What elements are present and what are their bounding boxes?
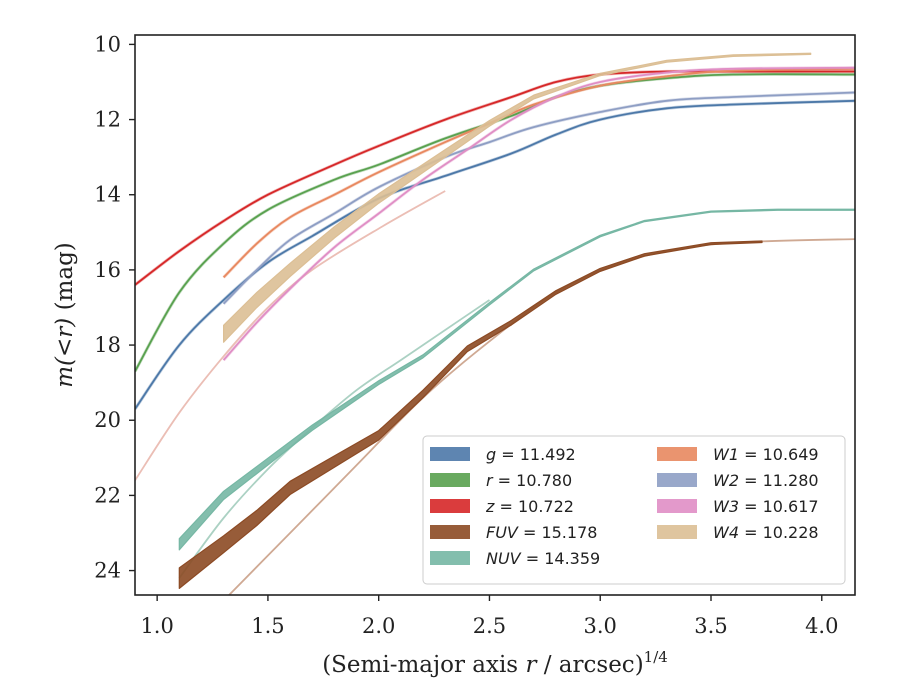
legend-box	[422, 435, 846, 585]
y-axis-label: m(<r) (mag)	[52, 242, 78, 388]
x-axis: 1.0 1.5 2.0 2.5 3.0 3.5 4.0	[140, 595, 838, 638]
plot-frame	[134, 34, 856, 596]
legend-swatch-w3	[657, 499, 697, 513]
series-line-g	[135, 99, 855, 410]
y-tick-label: 24	[94, 559, 121, 583]
series-line-r	[135, 73, 855, 372]
x-tick-label: 4.0	[805, 614, 838, 638]
x-tick-label: 2.0	[362, 614, 395, 638]
x-axis-label-main: (Semi-major axis	[322, 652, 525, 678]
legend: g = 11.492 r = 10.780 z = 10.722 FUV = 15.1…	[422, 435, 846, 585]
legend-label-nuv: NUV = 14.359	[486, 549, 600, 568]
legend-label-g: g = 11.492	[486, 445, 576, 464]
y-axis-label-unit: (mag)	[52, 242, 78, 318]
y-tick-label: 14	[94, 183, 121, 207]
x-tick-label: 1.5	[251, 614, 284, 638]
x-axis-label-var: r	[525, 652, 538, 678]
series-halo-w3	[222, 66, 855, 362]
legend-label-w1: W1 = 10.649	[713, 445, 819, 464]
x-tick-label: 2.5	[473, 614, 506, 638]
legend-label-w4: W4 = 10.228	[713, 523, 819, 542]
series-band-fuv	[178, 240, 763, 590]
legend-label-w2: W2 = 11.280	[713, 471, 819, 490]
y-axis-label-quantity: m(<r)	[52, 318, 78, 388]
legend-label-z: z = 10.722	[485, 497, 574, 516]
y-tick-label: 16	[94, 258, 121, 282]
x-axis-label-exponent: 1/4	[644, 648, 668, 666]
series-layer	[135, 52, 855, 595]
legend-swatch-w2	[657, 473, 697, 487]
x-tick-label: 3.5	[694, 614, 727, 638]
y-tick-label: 10	[94, 32, 121, 56]
y-tick-label: 18	[94, 333, 121, 357]
x-axis-label: (Semi-major axis r / arcsec)1/4	[322, 648, 668, 678]
x-tick-label: 1.0	[140, 614, 173, 638]
y-tick-label: 12	[94, 108, 121, 132]
series-band-nuv	[178, 208, 855, 551]
faint-trace-1	[178, 299, 491, 579]
legend-swatch-w4	[657, 525, 697, 539]
series-band-w4	[223, 52, 812, 343]
series-halo-w2	[222, 90, 855, 305]
y-tick-label: 20	[94, 408, 121, 432]
series-line-w3	[222, 66, 855, 361]
faint-trace-0	[135, 190, 446, 481]
y-axis: 10 12 14 16 18 20 22 24	[94, 32, 135, 583]
legend-swatch-w1	[657, 447, 697, 461]
x-axis-label-tail: / arcsec)	[536, 652, 643, 678]
legend-label-fuv: FUV = 15.178	[486, 523, 597, 542]
legend-swatch-z	[430, 499, 470, 513]
legend-label-w3: W3 = 10.617	[713, 497, 819, 516]
y-tick-label: 22	[94, 483, 121, 507]
legend-swatch-nuv	[430, 551, 470, 565]
x-tick-label: 3.0	[584, 614, 617, 638]
legend-swatch-fuv	[430, 525, 470, 539]
legend-swatch-g	[430, 447, 470, 461]
legend-swatch-r	[430, 473, 470, 487]
series-line-w2	[222, 91, 855, 305]
legend-label-r: r = 10.780	[486, 471, 572, 490]
